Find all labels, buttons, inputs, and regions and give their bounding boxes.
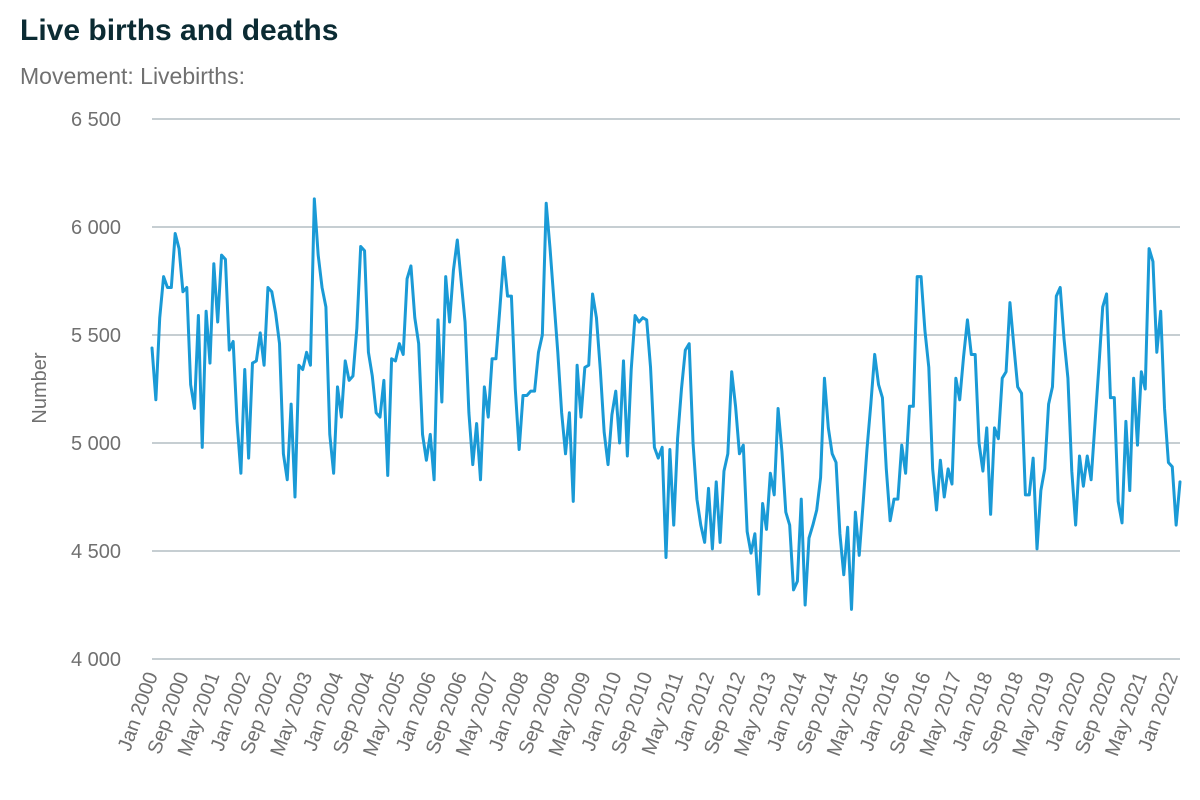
- y-tick-label: 4 500: [71, 541, 121, 563]
- y-axis-ticks: 4 000 4 500 5 000 5 500 6 000 6 500: [71, 109, 121, 671]
- y-tick-label: 5 000: [71, 433, 121, 455]
- series-line-livebirths: [150, 197, 1182, 611]
- y-tick-label: 6 000: [71, 217, 121, 239]
- y-tick-label: 5 500: [71, 325, 121, 347]
- chart-subtitle: Movement: Livebirths:: [20, 63, 245, 89]
- y-tick-label: 4 000: [71, 649, 121, 671]
- y-axis-label: Number: [29, 352, 51, 423]
- gridlines: [152, 118, 1180, 660]
- chart-title: Live births and deaths: [20, 14, 339, 47]
- y-tick-label: 6 500: [71, 109, 121, 131]
